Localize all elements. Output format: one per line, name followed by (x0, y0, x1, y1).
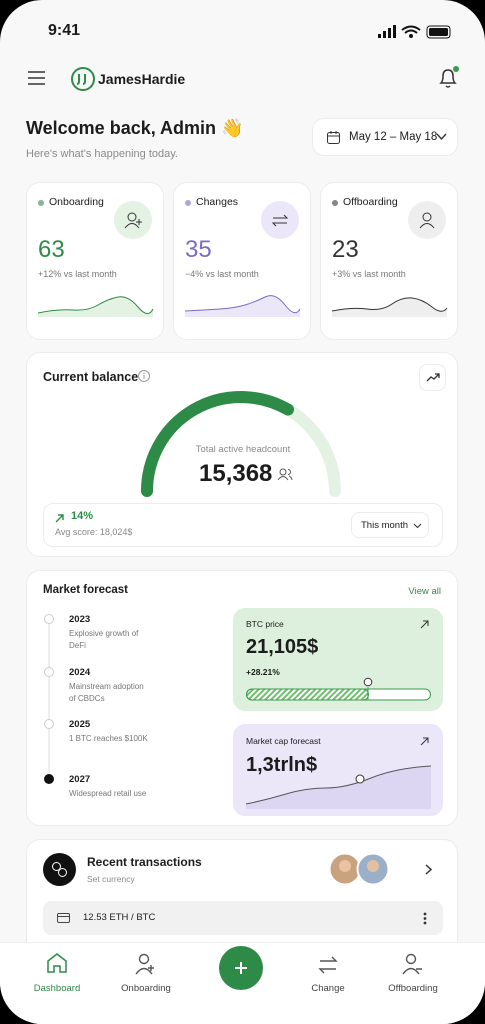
stat-glyph (271, 214, 289, 227)
menu-button[interactable] (28, 71, 45, 85)
timeline-year: 2027 (69, 774, 91, 785)
timeline-year: 2023 (69, 614, 91, 625)
timeline-text: Mainstream adoption of CBDCs (69, 682, 144, 703)
date-range: May 12 – May 18 (349, 131, 438, 143)
stat-glyph (419, 212, 435, 229)
transactions-subtitle: Set currency (87, 874, 135, 884)
add-button[interactable] (219, 946, 263, 990)
market-cap-curve (245, 765, 432, 809)
chevron-down (413, 523, 422, 529)
headcount-gauge (141, 391, 341, 497)
transaction-row[interactable]: 12.53 ETH / BTC (43, 901, 443, 935)
brand-logo (71, 67, 95, 91)
nav-item[interactable]: Onboarding (121, 983, 171, 994)
score-change: 14% (71, 510, 94, 522)
timeline-line (44, 614, 54, 784)
brand-name: JamesHardie (98, 71, 186, 87)
trend-icon (426, 373, 440, 382)
stat-card[interactable]: Onboarding 63 +12% vs last month (26, 182, 164, 340)
nav-item[interactable]: Offboarding (388, 983, 438, 994)
timeline-text: Explosive growth of DeFi (69, 629, 139, 650)
btc-change: +28.21% (246, 667, 280, 677)
stat-sparkline (37, 296, 154, 317)
timeline-text: 1 BTC reaches $100K (69, 734, 148, 743)
more-icon[interactable] (423, 912, 427, 925)
balance-title: Current balance (43, 370, 139, 384)
date-picker[interactable]: May 12 – May 18 (312, 118, 458, 156)
nav-icons (47, 953, 422, 975)
market-cap-label: Market cap forecast (246, 736, 321, 746)
stat-change: −4% vs last month (185, 269, 259, 279)
transaction-text: 12.53 ETH / BTC (83, 912, 156, 923)
nav-item[interactable]: Dashboard (33, 983, 81, 994)
chevron-right[interactable] (425, 864, 433, 875)
period-label: This month (361, 520, 408, 531)
info-icon (138, 370, 150, 382)
stat-icon (114, 201, 152, 239)
gauge-label: Total active headcount (195, 444, 291, 455)
score-row: 14% Avg score: 18,024$ This month (43, 503, 443, 547)
people-icon (277, 468, 293, 481)
nav-item[interactable]: Change (311, 983, 345, 994)
notification-button[interactable] (438, 66, 460, 90)
card-icon (57, 913, 70, 923)
status-time: 9:41 (48, 22, 81, 39)
btc-label: BTC price (246, 619, 284, 629)
open-arrow (420, 620, 429, 629)
market-cap-value: 1,3trln$ (246, 754, 318, 776)
stat-change: +12% vs last month (38, 269, 117, 279)
timeline-text: Widespread retail use (69, 789, 147, 798)
avg-score: Avg score: 18,024$ (55, 527, 133, 537)
welcome-subtitle: Here's what's happening today. (26, 148, 178, 160)
chevron-down (436, 133, 447, 141)
bottom-nav: Dashboard Onboarding Change Offboarding (0, 942, 485, 1024)
stat-icon (408, 201, 446, 239)
transactions-title: Recent transactions (87, 855, 202, 869)
stat-glyph (124, 212, 142, 229)
calendar-icon (327, 131, 340, 144)
open-arrow (420, 737, 429, 746)
status-icons (378, 25, 451, 39)
up-arrow (55, 514, 64, 523)
trend-button[interactable] (419, 364, 446, 391)
stat-label: Offboarding (343, 196, 398, 208)
gauge-value: 15,368 (199, 460, 273, 487)
stat-card[interactable]: Changes 35 −4% vs last month (173, 182, 311, 340)
period-select[interactable]: This month (351, 512, 429, 538)
forecast-title: Market forecast (43, 584, 129, 596)
welcome-title: Welcome back, Admin 👋 (26, 118, 244, 138)
forecast-card: Market forecast View all BTC price 21,10… (26, 570, 458, 826)
stat-value: 35 (185, 236, 212, 263)
balance-card: Current balance Total active headcount 1… (26, 352, 458, 557)
stat-dot (332, 200, 338, 206)
timeline-year: 2024 (69, 667, 91, 678)
market-cap-card[interactable]: Market cap forecast 1,3trln$ (233, 724, 443, 816)
stat-label: Changes (196, 196, 239, 208)
stat-sparkline (331, 297, 448, 317)
stat-dot (185, 200, 191, 206)
btc-progress (246, 677, 431, 701)
stat-icon (261, 201, 299, 239)
avatars (328, 852, 390, 886)
plus-icon (235, 962, 247, 974)
stat-value: 63 (38, 236, 65, 263)
currency-icon (43, 853, 76, 886)
stat-card[interactable]: Offboarding 23 +3% vs last month (320, 182, 458, 340)
timeline-year: 2025 (69, 719, 91, 730)
stat-dot (38, 200, 44, 206)
stat-label: Onboarding (49, 196, 104, 208)
stat-value: 23 (332, 236, 359, 263)
view-all-link[interactable]: View all (408, 586, 441, 597)
stat-sparkline (184, 295, 301, 317)
stat-change: +3% vs last month (332, 269, 406, 279)
btc-value: 21,105$ (246, 636, 319, 658)
btc-card[interactable]: BTC price 21,105$ +28.21% (233, 608, 443, 711)
